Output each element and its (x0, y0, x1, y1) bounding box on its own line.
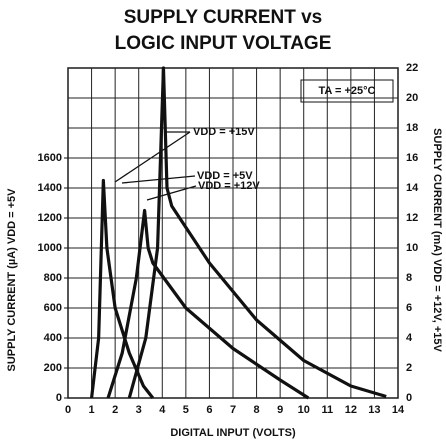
y-tick-label: 200 (44, 362, 62, 374)
x-tick-label: 3 (136, 404, 142, 416)
y-tick-label: 600 (44, 302, 62, 314)
y2-tick-label: 8 (406, 272, 412, 284)
curve (127, 66, 387, 399)
x-tick-label: 6 (206, 404, 212, 416)
x-tick-label: 9 (277, 404, 283, 416)
y-tick-label: 400 (44, 332, 62, 344)
x-tick-label: 2 (112, 404, 118, 416)
y-tick-label: 800 (44, 272, 62, 284)
x-tick-label: 12 (345, 404, 357, 416)
annotation-box (300, 79, 394, 103)
x-tick-label: 5 (183, 404, 189, 416)
x-tick-label: 11 (321, 404, 333, 416)
y2-tick-label: 18 (406, 122, 418, 134)
annotation: VDD = +15V (193, 126, 255, 138)
y-tick-label: 1400 (38, 182, 62, 194)
x-tick-label: 1 (89, 404, 95, 416)
y2-tick-label: 14 (406, 182, 419, 194)
chart-title: LOGIC INPUT VOLTAGE (115, 33, 332, 54)
y-tick-label: 1200 (38, 212, 62, 224)
y2-tick-label: 22 (406, 62, 418, 74)
y2-tick-label: 0 (406, 392, 412, 404)
x-tick-label: 10 (298, 404, 310, 416)
y-tick-label: 0 (56, 392, 62, 404)
x-axis-label: DIGITAL INPUT (VOLTS) (170, 427, 296, 439)
y2-tick-label: 10 (406, 242, 418, 254)
x-tick-label: 8 (254, 404, 260, 416)
annotation: TA = +25°C (319, 85, 376, 97)
y-axis-label: SUPPLY CURRENT (µA) VDD = +5V (6, 188, 18, 372)
annotation: VDD = +5V (197, 170, 253, 182)
x-tick-label: 14 (392, 404, 405, 416)
y2-axis-label: SUPPLY CURRENT (mA) VDD = +12V, +15V (431, 128, 443, 352)
arrow (114, 131, 191, 183)
chart-title: SUPPLY CURRENT vs (124, 7, 323, 28)
y2-tick-label: 6 (406, 302, 412, 314)
y2-tick-label: 20 (406, 92, 418, 104)
x-tick-label: 7 (230, 404, 236, 416)
curve (89, 178, 155, 399)
x-tick-label: 13 (368, 404, 380, 416)
y2-tick-label: 16 (406, 152, 418, 164)
x-tick-label: 4 (159, 404, 166, 416)
y2-tick-label: 12 (406, 212, 418, 224)
y2-tick-label: 2 (406, 362, 412, 374)
annotation: VDD = +12V (198, 180, 260, 192)
y-tick-label: 1000 (38, 242, 62, 254)
y-tick-label: 1600 (38, 152, 62, 164)
y2-tick-label: 4 (406, 332, 413, 344)
curve (106, 208, 310, 400)
x-tick-label: 0 (65, 404, 71, 416)
